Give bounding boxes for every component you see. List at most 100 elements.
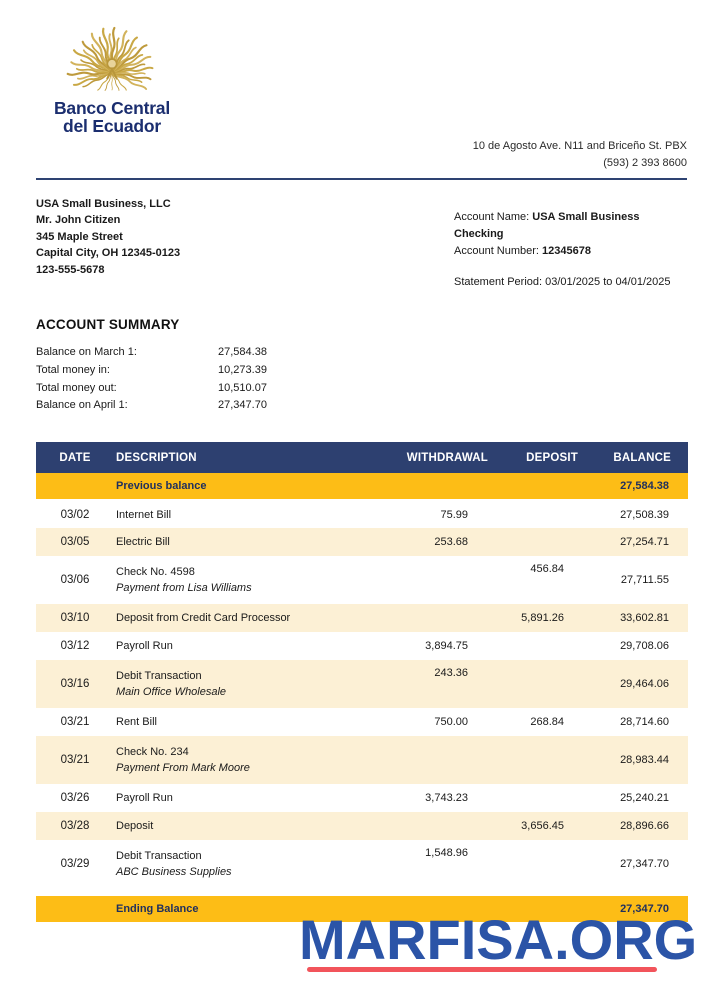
balance-cell: 27,347.70 xyxy=(620,858,669,871)
deposit-cell xyxy=(496,473,583,502)
bank-name-line2: del Ecuador xyxy=(63,115,161,136)
bank-logo-block: Banco Central del Ecuador xyxy=(36,8,188,136)
customer-street: 345 Maple Street xyxy=(36,230,123,243)
account-name-value: USA Small Business Checking xyxy=(454,210,640,240)
balance-cell: 27,347.70 xyxy=(583,896,688,923)
bank-address: 10 de Agosto Ave. N11 and Briceño St. PB… xyxy=(36,138,687,172)
watermark: MARFISA.ORG xyxy=(299,908,698,972)
customer-city: Capital City, OH 12345-0123 xyxy=(36,247,181,260)
date-cell xyxy=(36,473,114,502)
deposit-cell xyxy=(496,660,583,709)
column-header-balance: BALANCE xyxy=(583,442,688,474)
table-header-row: DATE DESCRIPTION WITHDRAWAL DEPOSIT BALA… xyxy=(36,442,688,474)
date-cell: 03/06 xyxy=(60,574,90,587)
description-cell: Deposit xyxy=(114,812,386,841)
description-cell: Check No. 4598 Payment from Lisa William… xyxy=(114,556,386,604)
description-main: Debit Transaction xyxy=(116,670,202,683)
bank-name: Banco Central del Ecuador xyxy=(36,99,188,136)
table-row: 03/12 Payroll Run 3,894.75 29,708.06 xyxy=(36,632,688,660)
balance-cell: 29,464.06 xyxy=(583,660,688,709)
withdrawal-cell xyxy=(386,473,496,502)
withdrawal-cell xyxy=(386,736,496,785)
customer-name: Mr. John Citizen xyxy=(36,214,121,227)
transactions-table: DATE DESCRIPTION WITHDRAWAL DEPOSIT BALA… xyxy=(36,442,688,923)
balance-cell: 28,714.60 xyxy=(620,716,669,729)
balance-cell: 27,254.71 xyxy=(583,528,688,557)
deposit-cell: 5,891.26 xyxy=(496,604,583,633)
deposit-cell xyxy=(496,784,583,812)
date-cell: 03/29 xyxy=(60,858,90,871)
account-number-value: 12345678 xyxy=(542,244,591,257)
deposit-cell xyxy=(496,528,583,557)
watermark-underline xyxy=(307,967,657,972)
date-cell: 03/26 xyxy=(60,792,90,805)
column-header-date: DATE xyxy=(36,442,114,474)
table-row: 03/28 Deposit 3,656.45 28,896.66 xyxy=(36,812,688,841)
description-sub: Main Office Wholesale xyxy=(116,686,227,699)
deposit-cell xyxy=(496,736,583,785)
deposit-cell xyxy=(496,632,583,660)
withdrawal-cell: 253.68 xyxy=(386,528,496,557)
balance-cell: 25,240.21 xyxy=(620,792,669,805)
table-row: 03/21 Rent Bill 750.00 268.84 28,714.60 xyxy=(36,708,688,736)
summary-value: 10,273.39 xyxy=(218,363,267,376)
date-cell: 03/21 xyxy=(36,736,114,785)
account-summary-section: ACCOUNT SUMMARY Balance on March 1: 27,5… xyxy=(36,317,687,415)
description-sub: Payment from Lisa Williams xyxy=(116,582,252,595)
deposit-cell xyxy=(496,500,583,528)
description-main: Check No. 234 xyxy=(116,746,189,759)
customer-address-block: USA Small Business, LLC Mr. John Citizen… xyxy=(36,196,180,291)
description-cell: Internet Bill xyxy=(116,508,172,521)
balance-cell: 27,508.39 xyxy=(620,508,669,521)
summary-value: 27,347.70 xyxy=(218,399,267,412)
column-header-deposit: DEPOSIT xyxy=(496,442,583,474)
table-row: 03/21 Check No. 234 Payment From Mark Mo… xyxy=(36,736,688,785)
watermark-text: MARFISA.ORG xyxy=(299,908,698,971)
summary-row: Balance on April 1: 27,347.70 xyxy=(36,397,687,415)
account-name-label: Account Name: xyxy=(454,210,533,223)
deposit-cell: 268.84 xyxy=(530,716,564,729)
date-cell: 03/10 xyxy=(36,604,114,633)
table-row: 03/16 Debit Transaction Main Office Whol… xyxy=(36,660,688,709)
description-sub: Payment From Mark Moore xyxy=(116,762,250,775)
info-section: USA Small Business, LLC Mr. John Citizen… xyxy=(36,196,687,291)
withdrawal-cell: 243.36 xyxy=(386,660,496,709)
previous-balance-row: Previous balance 27,584.38 xyxy=(36,473,688,502)
date-cell: 03/28 xyxy=(36,812,114,841)
balance-cell: 28,983.44 xyxy=(583,736,688,785)
withdrawal-cell xyxy=(386,556,496,604)
description-cell: Deposit from Credit Card Processor xyxy=(114,604,386,633)
account-summary-rows: Balance on March 1: 27,584.38 Total mone… xyxy=(36,344,687,415)
description-cell: Debit Transaction ABC Business Supplies xyxy=(114,840,386,888)
summary-value: 10,510.07 xyxy=(218,381,267,394)
statement-period: Statement Period: 03/01/2025 to 04/01/20… xyxy=(454,275,671,288)
description-main: Debit Transaction xyxy=(116,850,202,863)
withdrawal-cell xyxy=(386,896,496,923)
balance-cell: 27,584.38 xyxy=(583,473,688,502)
withdrawal-cell: 750.00 xyxy=(434,716,468,729)
table-spacer-row xyxy=(36,888,688,897)
date-cell: 03/02 xyxy=(60,508,90,521)
date-cell: 03/12 xyxy=(60,640,90,653)
summary-value: 27,584.38 xyxy=(218,345,267,358)
date-cell: 03/05 xyxy=(36,528,114,557)
table-row: 03/02 Internet Bill 75.99 27,508.39 xyxy=(36,500,688,528)
summary-row: Total money out: 10,510.07 xyxy=(36,380,687,398)
ending-balance-row: Ending Balance 27,347.70 xyxy=(36,896,688,923)
account-info-block: Account Name: USA Small Business Checkin… xyxy=(454,196,687,291)
balance-cell: 29,708.06 xyxy=(620,640,669,653)
balance-cell: 33,602.81 xyxy=(583,604,688,633)
withdrawal-cell: 3,743.23 xyxy=(425,792,468,805)
date-cell: 03/16 xyxy=(36,660,114,709)
customer-phone: 123-555-5678 xyxy=(36,263,105,276)
table-row: 03/10 Deposit from Credit Card Processor… xyxy=(36,604,688,633)
summary-label: Balance on March 1: xyxy=(36,345,137,358)
account-number-row: Account Number: 12345678 xyxy=(454,243,687,260)
column-header-description: DESCRIPTION xyxy=(114,442,386,474)
deposit-cell xyxy=(496,840,583,888)
deposit-cell: 3,656.45 xyxy=(496,812,583,841)
account-number-label: Account Number: xyxy=(454,244,543,257)
deposit-cell: 456.84 xyxy=(530,563,564,576)
table-row: 03/26 Payroll Run 3,743.23 25,240.21 xyxy=(36,784,688,812)
